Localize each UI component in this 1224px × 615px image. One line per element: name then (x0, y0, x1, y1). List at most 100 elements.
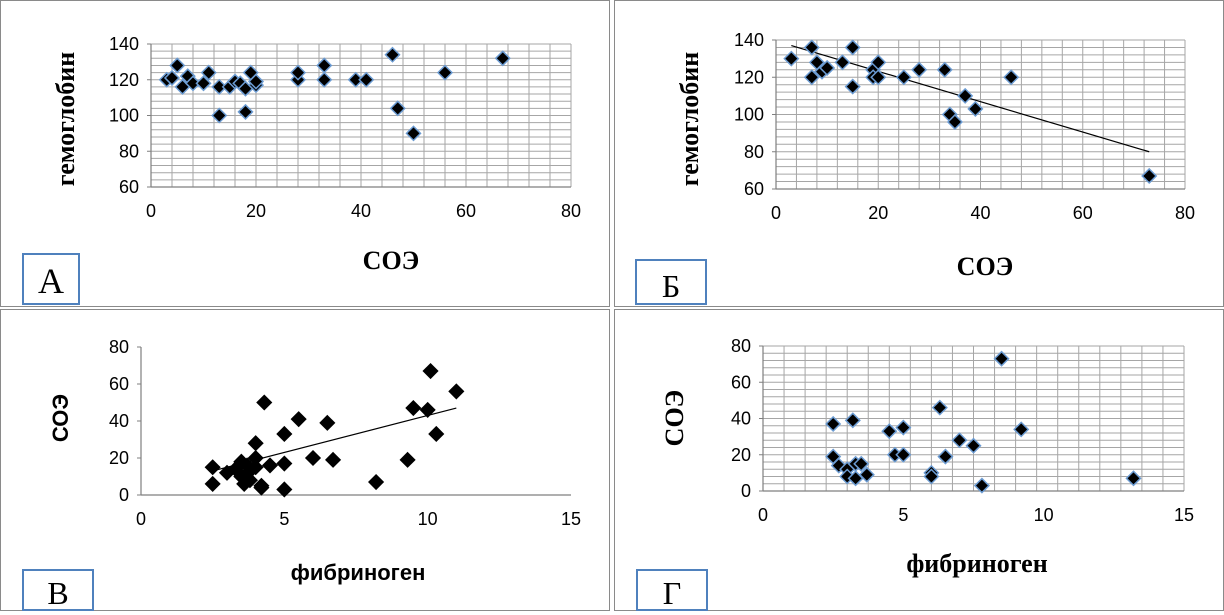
y-tick-label: 60 (109, 374, 129, 394)
y-tick-label: 100 (734, 105, 764, 125)
data-point (261, 457, 279, 474)
y-tick-label: 140 (109, 34, 139, 54)
x-tick-label: 80 (561, 201, 581, 221)
data-point (247, 73, 265, 90)
data-point (993, 350, 1010, 367)
y-tick-label: 40 (109, 411, 129, 431)
data-point (368, 473, 385, 491)
data-point (389, 100, 406, 117)
data-point (247, 435, 264, 452)
x-axis-title: СОЭ (957, 252, 1014, 281)
data-point (316, 71, 333, 88)
x-tick-label: 0 (758, 505, 768, 525)
x-tick-label: 0 (146, 201, 156, 221)
x-tick-label: 10 (418, 509, 438, 529)
data-point (211, 78, 228, 95)
gridlines (762, 345, 1185, 492)
panel-label-v: В (22, 569, 94, 611)
y-axis-title: гемоглобин (51, 52, 80, 186)
y-tick-label: 100 (109, 106, 139, 126)
panel-label-a: А (22, 253, 80, 305)
panel-g: 0 20 40 60 80 0 5 10 15 фибриноген СОЭ Г (614, 309, 1224, 611)
y-tick-label: 140 (734, 30, 764, 50)
chart-a: 60 80 100 120 140 0 20 40 60 80 СОЭ гемоглобин (51, 34, 581, 275)
data-point (241, 472, 258, 489)
y-tick-label: 80 (109, 337, 129, 357)
y-tick-label: 80 (119, 141, 139, 161)
data-point (304, 449, 322, 467)
data-point (951, 432, 968, 449)
data-point (276, 481, 293, 498)
data-point (819, 59, 836, 76)
y-axis-title: СОЭ (48, 394, 73, 442)
y-tick-label: 40 (731, 409, 751, 429)
data-point (967, 100, 984, 117)
y-tick-label: 0 (741, 481, 751, 501)
data-point (247, 459, 264, 476)
x-tick-label: 15 (1174, 505, 1194, 525)
chart-b: 60 80 100 120 140 0 20 40 60 80 СОЭ гемоглобин (675, 30, 1195, 281)
x-axis-title: фибриноген (291, 560, 426, 585)
y-axis-title: гемоглобин (675, 52, 704, 186)
data-point (853, 455, 870, 472)
panel-label-b: Б (635, 259, 707, 305)
chart-g: 0 20 40 60 80 0 5 10 15 фибриноген СОЭ (660, 336, 1194, 578)
data-point (237, 103, 254, 120)
data-point (965, 437, 982, 454)
data-point (195, 75, 212, 92)
data-point (858, 466, 875, 483)
data-point (358, 71, 375, 88)
panel-label-g: Г (636, 569, 708, 611)
data-point (184, 75, 202, 92)
x-tick-label: 20 (246, 201, 266, 221)
data-point (325, 451, 342, 468)
data-point (895, 446, 912, 463)
data-point (256, 394, 273, 411)
x-tick-label: 5 (279, 509, 289, 529)
data-point (911, 61, 928, 78)
y-tick-label: 60 (731, 372, 751, 392)
x-tick-label: 20 (868, 203, 888, 223)
data-point (1141, 167, 1158, 185)
x-tick-label: 60 (456, 201, 476, 221)
x-tick-label: 0 (771, 203, 781, 223)
data-point (169, 57, 186, 74)
data-point (834, 54, 851, 71)
data-point (405, 399, 422, 417)
data-point (946, 113, 963, 131)
y-tick-label: 60 (119, 177, 139, 197)
chart-v: 0 20 40 60 80 0 5 10 15 фибриноген СОЭ (48, 337, 581, 585)
data-point (384, 46, 401, 63)
data-point (803, 39, 820, 56)
x-tick-label: 0 (136, 509, 146, 529)
data-point (936, 61, 953, 78)
data-point (923, 468, 940, 485)
data-point (1125, 470, 1142, 487)
y-tick-label: 120 (734, 67, 764, 87)
x-tick-label: 5 (898, 505, 908, 525)
x-tick-label: 40 (351, 201, 371, 221)
data-point (844, 78, 861, 95)
gridlines (775, 39, 1186, 190)
data-point (290, 411, 307, 428)
data-point (803, 69, 820, 86)
data-point (347, 71, 364, 88)
data-point (937, 448, 954, 465)
data-point (204, 459, 221, 476)
data-point (163, 69, 181, 87)
x-axis-title: фибриноген (906, 549, 1047, 578)
data-point (405, 125, 422, 142)
data-point (783, 50, 800, 67)
y-tick-label: 0 (119, 485, 129, 505)
x-axis-title: СОЭ (363, 246, 420, 275)
data-point (973, 477, 990, 494)
data-point (422, 362, 439, 380)
data-point (1013, 421, 1030, 438)
x-tick-label: 15 (561, 509, 581, 529)
y-tick-label: 20 (109, 448, 129, 468)
data-point (276, 425, 293, 443)
data-point (825, 415, 842, 432)
y-axis-title: СОЭ (660, 390, 689, 447)
x-tick-label: 60 (1073, 203, 1093, 223)
data-point (957, 87, 974, 104)
